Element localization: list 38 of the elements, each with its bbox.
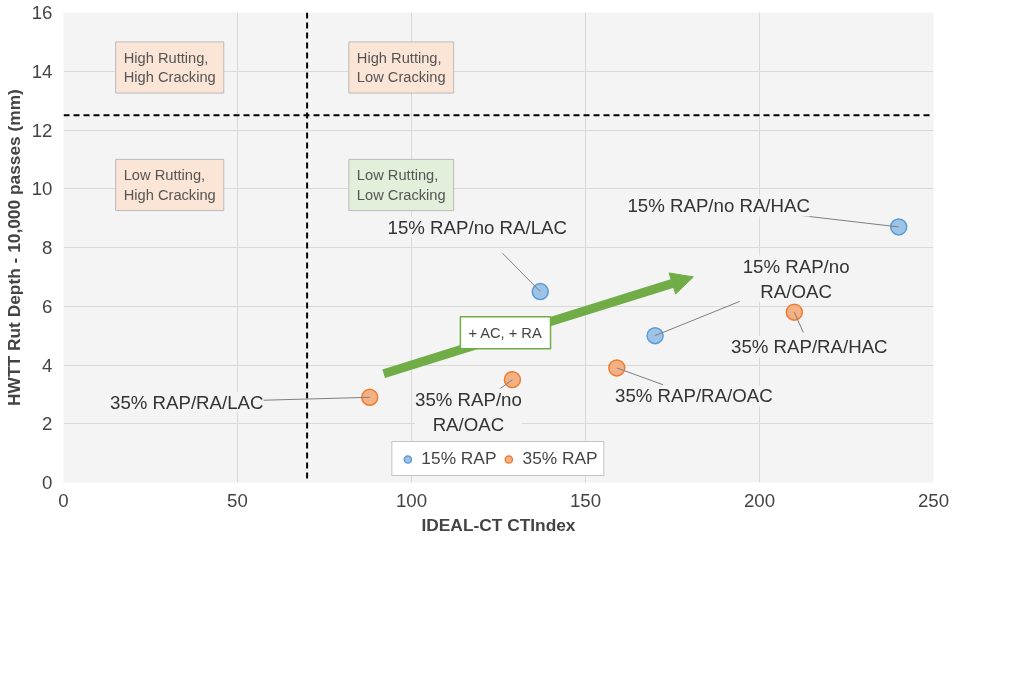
annotation: 15% RAP/no RA/HAC <box>627 195 810 217</box>
annotation: Low Rutting, Low Cracking <box>356 167 446 203</box>
y-tick-label: 6 <box>42 295 53 317</box>
x-axis-title: IDEAL-CT CTIndex <box>421 514 576 535</box>
y-tick-label: 16 <box>31 2 53 23</box>
y-tick-label: 2 <box>42 413 53 435</box>
y-tick-label: 10 <box>31 178 53 200</box>
annotation: + AC, + RA <box>468 324 542 341</box>
x-tick-label: 250 <box>917 489 950 511</box>
x-tick-label: 0 <box>58 489 69 511</box>
y-tick-label: 8 <box>42 237 53 258</box>
annotation: 15% RAP/no RA/LAC <box>387 217 567 239</box>
annotation: Low Rutting, High Cracking <box>123 167 216 203</box>
x-tick-label: 150 <box>569 489 602 511</box>
y-tick-label: 0 <box>42 472 53 493</box>
point <box>503 370 522 389</box>
point <box>608 359 626 377</box>
y-tick-label: 12 <box>31 119 53 141</box>
annotation: 15% RAP/no RA/OAC <box>742 255 850 302</box>
legend-label: 35% RAP <box>522 448 598 469</box>
point <box>646 326 664 345</box>
point <box>531 282 550 301</box>
annotation: 35% RAP/RA/OAC <box>615 385 773 407</box>
annotation: 35% RAP/RA/LAC <box>110 391 264 413</box>
x-tick-label: 100 <box>395 489 428 511</box>
point <box>360 388 379 407</box>
annotation: 35% RAP/RA/HAC <box>731 335 888 357</box>
annotation: 35% RAP/no RA/OAC <box>415 388 522 435</box>
legend-label: 15% RAP <box>421 448 497 469</box>
y-tick-label: 4 <box>42 354 53 376</box>
y-axis-title: HWTT Rut Depth - 10,000 passes (mm) <box>3 89 24 406</box>
x-tick-label: 200 <box>743 489 776 511</box>
x-tick-label: 50 <box>227 489 248 511</box>
annotation: High Rutting, Low Cracking <box>356 49 446 86</box>
point <box>889 218 908 236</box>
y-tick-label: 14 <box>31 60 53 82</box>
point <box>785 303 804 321</box>
annotation: High Rutting, High Cracking <box>123 49 216 86</box>
